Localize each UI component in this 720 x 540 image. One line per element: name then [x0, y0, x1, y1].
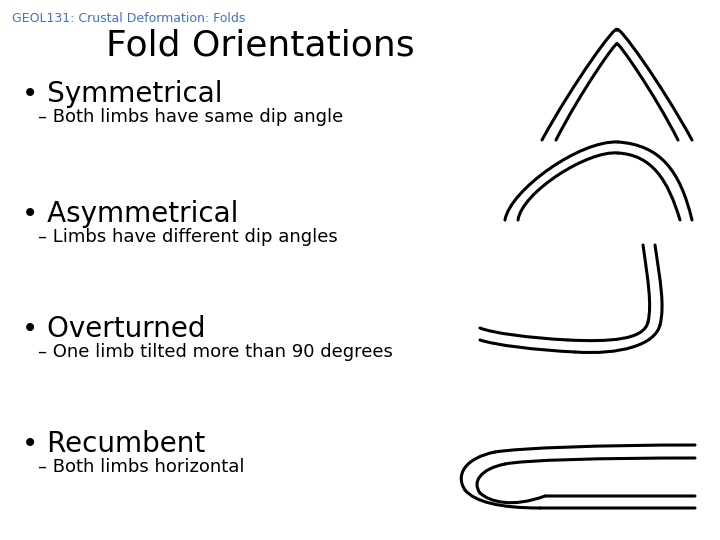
Text: Fold Orientations: Fold Orientations — [106, 28, 414, 62]
Text: – Both limbs have same dip angle: – Both limbs have same dip angle — [38, 108, 343, 126]
Text: – Both limbs horizontal: – Both limbs horizontal — [38, 458, 245, 476]
Text: • Overturned: • Overturned — [22, 315, 205, 343]
Text: • Asymmetrical: • Asymmetrical — [22, 200, 238, 228]
Text: GEOL131: Crustal Deformation: Folds: GEOL131: Crustal Deformation: Folds — [12, 12, 246, 25]
Text: – One limb tilted more than 90 degrees: – One limb tilted more than 90 degrees — [38, 343, 393, 361]
Text: • Recumbent: • Recumbent — [22, 430, 205, 458]
Text: – Limbs have different dip angles: – Limbs have different dip angles — [38, 228, 338, 246]
Text: • Symmetrical: • Symmetrical — [22, 80, 222, 108]
